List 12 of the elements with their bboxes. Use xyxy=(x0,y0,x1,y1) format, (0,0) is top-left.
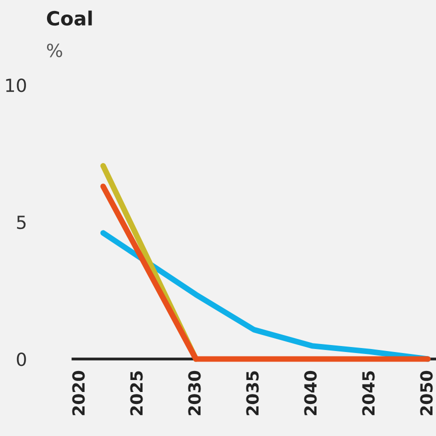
y-axis-title: % xyxy=(46,44,62,58)
x-tick-label: 2045 xyxy=(362,371,375,416)
chart-title: Coal xyxy=(46,10,92,26)
x-tick-label: 2035 xyxy=(246,371,259,416)
x-tick-label: 2030 xyxy=(188,370,201,416)
x-tick-label: 2040 xyxy=(304,370,317,416)
x-tick-label: 2025 xyxy=(130,371,143,416)
x-tick-label: 2050 xyxy=(420,370,433,416)
y-tick-label: 0 xyxy=(16,352,26,366)
y-tick-label: 10 xyxy=(6,78,26,92)
x-tick-label: 2020 xyxy=(72,370,85,416)
y-tick-label: 5 xyxy=(17,216,26,230)
